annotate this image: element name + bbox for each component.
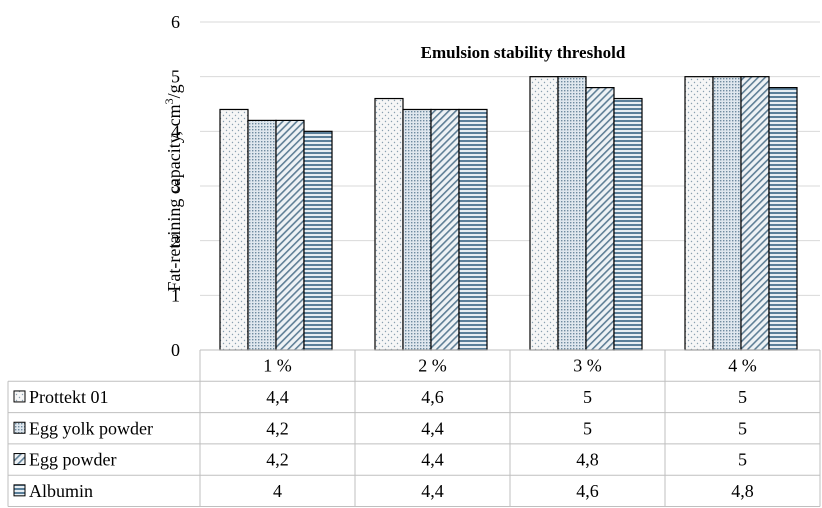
table-cell-value: 4 — [273, 481, 282, 501]
legend-label: Prottekt 01 — [29, 387, 109, 407]
legend-key — [13, 453, 26, 466]
y-axis-label-tail: /g — [164, 84, 184, 98]
bar-albumin-3 — [613, 97, 643, 351]
y-tick-label: 0 — [171, 340, 180, 360]
table-cell-value: 4,8 — [576, 450, 599, 470]
bar-albumin-2 — [458, 108, 488, 351]
y-tick-label: 4 — [171, 121, 180, 141]
y-axis-label-main: Fat-retaining capacity, cm — [164, 104, 184, 291]
legend-label: Egg powder — [29, 450, 116, 470]
y-axis-ticks: 0 1 2 3 4 5 6 — [171, 12, 180, 360]
legend-key — [13, 390, 26, 403]
y-axis-label: Fat-retaining capacity, cm3/g — [162, 84, 184, 291]
bar-egg-yolk-powder-4 — [712, 76, 742, 351]
y-tick-label: 6 — [171, 12, 180, 32]
data-table: 1 % 2 % 3 % 4 % Prottekt 01 4,4 4,6 5 5 Egg yolk … — [7, 349, 821, 507]
bar-albumin-4 — [768, 86, 798, 351]
bar-prottekt-01-2 — [374, 97, 404, 351]
x-tick-label: 3 % — [573, 356, 602, 376]
x-tick-label: 2 % — [418, 356, 447, 376]
threshold-annotation: Emulsion stability threshold — [421, 43, 626, 62]
table-cell-value: 5 — [583, 418, 592, 438]
y-tick-label: 5 — [171, 67, 180, 87]
legend-label: Egg yolk powder — [29, 418, 153, 438]
y-tick-label: 1 — [171, 285, 180, 305]
table-cell-value: 4,4 — [421, 418, 444, 438]
table-cell-value: 4,6 — [421, 387, 444, 407]
bars — [219, 76, 798, 351]
bar-egg-yolk-powder-3 — [557, 76, 587, 351]
legend-label: Albumin — [29, 481, 93, 501]
bar-egg-yolk-powder-1 — [247, 119, 277, 351]
table-cell-value: 4,2 — [266, 418, 289, 438]
bar-egg-yolk-powder-2 — [402, 108, 432, 351]
table-cell-value: 4,6 — [576, 481, 599, 501]
table-cell-value: 4,4 — [266, 387, 289, 407]
legend-key — [13, 484, 26, 497]
bar-albumin-1 — [303, 130, 333, 351]
y-axis-label-sup: 3 — [162, 98, 176, 104]
bar-prottekt-01-1 — [219, 108, 249, 351]
table-cell-value: 5 — [583, 387, 592, 407]
table-cell-value: 5 — [738, 418, 747, 438]
y-tick-label: 3 — [171, 176, 180, 196]
x-tick-label: 1 % — [263, 356, 292, 376]
bar-egg-powder-3 — [585, 86, 615, 351]
x-tick-label: 4 % — [728, 356, 757, 376]
bar-egg-powder-2 — [430, 108, 460, 351]
table-cell-value: 5 — [738, 387, 747, 407]
table-cell-value: 4,2 — [266, 450, 289, 470]
table-cell-value: 4,4 — [421, 450, 444, 470]
bar-prottekt-01-4 — [684, 76, 714, 351]
legend-key — [13, 421, 26, 434]
bar-egg-powder-4 — [740, 76, 770, 351]
table-cell-value: 4,8 — [731, 481, 754, 501]
bar-egg-powder-1 — [275, 119, 305, 351]
y-tick-label: 2 — [171, 231, 180, 251]
table-cell-value: 4,4 — [421, 481, 444, 501]
bar-prottekt-01-3 — [529, 76, 559, 351]
table-cell-value: 5 — [738, 450, 747, 470]
